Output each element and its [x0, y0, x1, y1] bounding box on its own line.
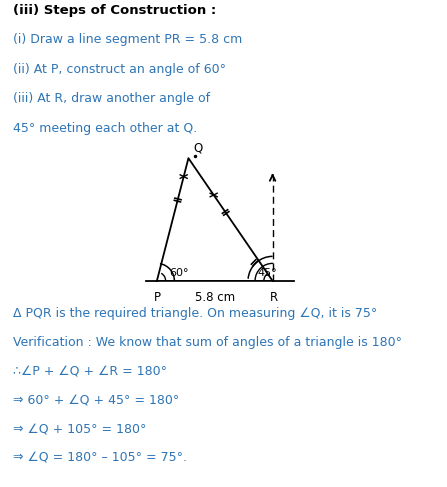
Text: ∴∠P + ∠Q + ∠R = 180°: ∴∠P + ∠Q + ∠R = 180°	[13, 365, 168, 378]
Text: P: P	[153, 291, 160, 303]
Text: (iii) Steps of Construction :: (iii) Steps of Construction :	[13, 4, 217, 17]
Text: 45°: 45°	[257, 268, 277, 278]
Text: (iii) At R, draw another angle of: (iii) At R, draw another angle of	[13, 93, 211, 105]
Text: Q: Q	[194, 142, 203, 155]
Text: 45° meeting each other at Q.: 45° meeting each other at Q.	[13, 122, 198, 134]
Text: (ii) At P, construct an angle of 60°: (ii) At P, construct an angle of 60°	[13, 63, 227, 76]
Text: 60°: 60°	[169, 268, 189, 278]
Text: ⇒ ∠Q + 105° = 180°: ⇒ ∠Q + 105° = 180°	[13, 422, 147, 435]
Text: 5.8 cm: 5.8 cm	[195, 291, 235, 303]
Text: R: R	[270, 291, 278, 303]
Text: (i) Draw a line segment PR = 5.8 cm: (i) Draw a line segment PR = 5.8 cm	[13, 33, 243, 46]
Text: Δ PQR is the required triangle. On measuring ∠Q, it is 75°: Δ PQR is the required triangle. On measu…	[13, 307, 378, 320]
Text: ⇒ 60° + ∠Q + 45° = 180°: ⇒ 60° + ∠Q + 45° = 180°	[13, 393, 180, 407]
Text: Verification : We know that sum of angles of a triangle is 180°: Verification : We know that sum of angle…	[13, 336, 402, 349]
Text: ⇒ ∠Q = 180° – 105° = 75°.: ⇒ ∠Q = 180° – 105° = 75°.	[13, 451, 187, 464]
